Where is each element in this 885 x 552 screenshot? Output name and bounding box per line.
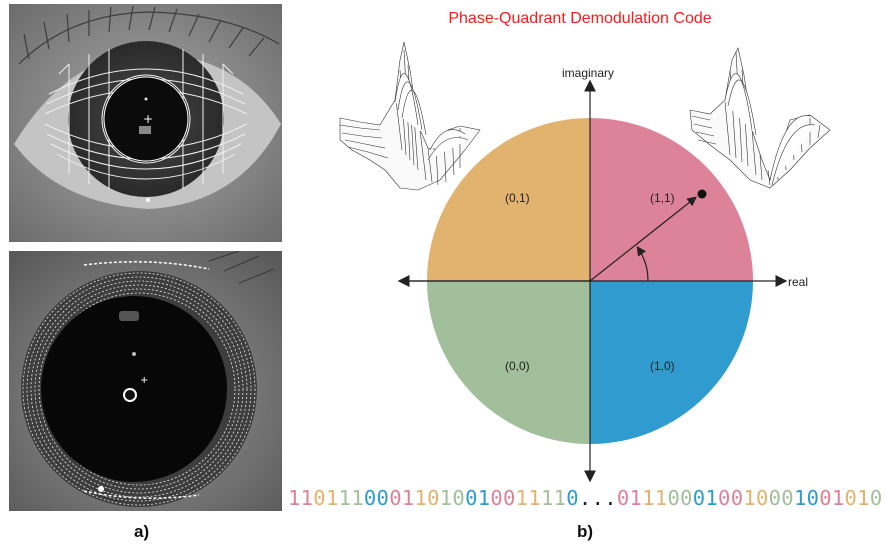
bit-pair: 11: [288, 486, 314, 510]
y-axis-label: imaginary: [562, 66, 614, 80]
iris-code-bitstring: 11011100011010010011110...01110001001000…: [288, 486, 885, 510]
gabor-wavelet-right: [689, 47, 831, 189]
panel-label-b: b): [577, 522, 594, 541]
bit-pair: 11: [540, 486, 567, 510]
bitstring-ellipsis: ...: [578, 486, 617, 510]
eye-photo-unwrapped-grid: +: [9, 251, 282, 511]
bit-pair: 01: [465, 486, 491, 510]
quadrant-label-lower-left: (0,0): [505, 359, 530, 373]
bit-pair: 10: [793, 486, 820, 510]
quadrant-label-lower-right: (1,0): [650, 359, 675, 373]
phasor-point: [697, 189, 707, 199]
eye-photo-segmented: +: [9, 4, 282, 242]
bit-pair: 01: [819, 486, 845, 510]
diagram-title: Phase-Quadrant Demodulation Code: [448, 10, 712, 27]
bit-pair: 00: [667, 486, 693, 510]
svg-text:+: +: [143, 112, 153, 126]
bit-pair: 01: [844, 486, 870, 510]
bit-pair: 01: [313, 486, 339, 510]
x-axis-label: real: [788, 275, 808, 289]
phasor-vector: [589, 196, 697, 282]
bit-pair: 01: [692, 486, 719, 510]
bit-pair: 00: [718, 486, 744, 510]
bit-pair: 01: [389, 486, 415, 510]
gabor-wavelet-left: [339, 41, 481, 191]
bit-pair: 10: [743, 486, 769, 510]
bit-pair: 00: [490, 486, 516, 510]
bitstring-prefix: 11011100011010010011110: [288, 486, 579, 510]
quadrant-upper-left: [427, 118, 590, 281]
bit-pair: 11: [338, 486, 364, 510]
bit-pair: 11: [642, 486, 668, 510]
phase-angle-arc: [636, 246, 649, 282]
bitstring-suffix: 01110001001000100101011: [617, 486, 885, 510]
bit-pair: 01: [616, 486, 643, 510]
panel-label-a: a): [134, 522, 150, 541]
quadrant-lower-right: [590, 281, 753, 444]
quadrant-label-upper-right: (1,1): [650, 191, 675, 205]
bit-pair: 11: [515, 486, 541, 510]
bit-pair: 10: [414, 486, 440, 510]
bit-pair: 01: [869, 486, 885, 510]
bit-pair: 00: [768, 486, 794, 510]
quadrant-upper-right: [590, 118, 753, 281]
svg-text:+: +: [140, 375, 148, 386]
bit-pair: 00: [363, 486, 390, 510]
quadrant-lower-left: [427, 281, 590, 444]
phase-quadrant-diagram: real imaginary (0,1) (1,1) (0,0) (1,0): [339, 41, 831, 483]
quadrant-label-upper-left: (0,1): [505, 191, 530, 205]
bit-pair: 10: [439, 486, 466, 510]
bit-pair: 0: [566, 486, 579, 510]
